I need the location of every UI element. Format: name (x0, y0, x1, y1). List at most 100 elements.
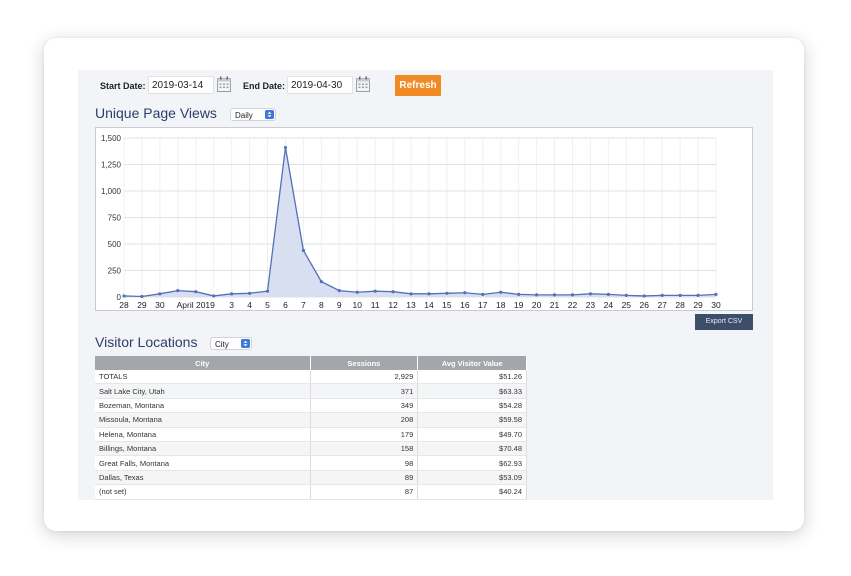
x-tick-label: 20 (532, 300, 542, 310)
page-views-chart-svg: 0 250 500 750 1,000 1,250 1,500 28 29 30 April 201… (101, 134, 721, 310)
table-row: Bozeman, Montana 349 $54.28 (95, 398, 527, 414)
y-tick-label: 250 (108, 267, 122, 276)
sessions-cell: 179 (310, 427, 419, 442)
city-cell: Missoula, Montana (95, 412, 311, 428)
export-csv-button[interactable]: Export CSV (695, 314, 753, 330)
interval-select-value: Daily (235, 111, 253, 120)
series-area (124, 147, 716, 297)
refresh-button[interactable]: Refresh (395, 75, 441, 96)
column-header-sessions[interactable]: Sessions (310, 356, 419, 370)
select-arrows-icon (265, 110, 274, 119)
data-point (212, 294, 216, 298)
table-row: (not set) 87 $40.24 (95, 484, 527, 500)
table-row: Missoula, Montana 208 $59.58 (95, 412, 527, 428)
end-date-label: End Date: (243, 81, 286, 91)
x-tick-label: 17 (478, 300, 488, 310)
table-row: Helena, Montana 179 $49.70 (95, 427, 527, 442)
city-cell: TOTALS (95, 370, 311, 385)
table-header-row: City Sessions Avg Visitor Value (95, 356, 527, 370)
y-tick-label: 1,250 (101, 161, 122, 170)
calendar-icon[interactable] (217, 76, 231, 92)
x-tick-label: 6 (283, 300, 288, 310)
data-point (481, 292, 485, 296)
data-point (337, 289, 341, 293)
table-row: Dallas, Texas 89 $53.09 (95, 470, 527, 486)
value-cell: $54.28 (417, 398, 527, 414)
x-tick-label: 22 (568, 300, 578, 310)
group-by-select-value: City (215, 340, 229, 349)
data-point (373, 289, 377, 293)
data-point (194, 290, 198, 294)
city-cell: Great Falls, Montana (95, 455, 311, 471)
x-tick-label: 12 (388, 300, 398, 310)
data-point (301, 248, 305, 252)
x-tick-label: 3 (229, 300, 234, 310)
x-tick-label: 18 (496, 300, 506, 310)
sessions-cell: 98 (310, 455, 419, 471)
x-tick-label: 16 (460, 300, 470, 310)
data-point (409, 292, 413, 296)
city-cell: Dallas, Texas (95, 470, 311, 486)
value-cell: $62.93 (417, 455, 527, 471)
calendar-icon[interactable] (356, 76, 370, 92)
x-tick-label: 4 (247, 300, 252, 310)
x-tick-label: April 2019 (177, 300, 216, 310)
x-tick-label: 7 (301, 300, 306, 310)
data-point (552, 293, 557, 297)
x-tick-label: 9 (337, 300, 342, 310)
data-point (588, 292, 593, 296)
page-views-chart: 0 250 500 750 1,000 1,250 1,500 28 29 30 April 201… (95, 127, 753, 311)
y-tick-label: 750 (108, 214, 122, 223)
data-point (158, 292, 162, 296)
select-arrows-icon (241, 339, 250, 348)
city-cell: Billings, Montana (95, 441, 311, 457)
sessions-cell: 2,929 (310, 370, 419, 385)
group-by-select[interactable]: City (210, 337, 252, 350)
city-cell: (not set) (95, 484, 311, 500)
data-point (499, 290, 503, 294)
x-tick-label: 26 (640, 300, 650, 310)
data-point (355, 290, 359, 294)
table-row: Great Falls, Montana 98 $62.93 (95, 455, 527, 471)
value-cell: $59.58 (417, 412, 527, 428)
data-point (624, 293, 628, 298)
sessions-cell: 158 (310, 441, 419, 457)
interval-select[interactable]: Daily (230, 108, 276, 121)
value-cell: $49.70 (417, 427, 527, 442)
city-cell: Salt Lake City, Utah (95, 383, 311, 399)
series-line (123, 147, 717, 298)
x-tick-label: 24 (604, 300, 614, 310)
y-tick-label: 0 (117, 293, 122, 302)
data-point (319, 280, 323, 284)
column-header-city[interactable]: City (95, 356, 311, 370)
data-point (247, 291, 252, 295)
x-tick-label: 29 (137, 300, 147, 310)
data-point (517, 292, 521, 296)
data-point (463, 291, 467, 295)
data-point (642, 294, 646, 298)
x-tick-label: 30 (155, 300, 165, 310)
table-row: Salt Lake City, Utah 371 $63.33 (95, 383, 527, 399)
start-date-input[interactable]: 2019-03-14 (148, 76, 214, 94)
sessions-cell: 371 (310, 383, 419, 399)
data-point (445, 291, 449, 295)
start-date-label: Start Date: (100, 81, 146, 91)
sessions-cell: 349 (310, 398, 419, 414)
x-tick-label: 10 (352, 300, 362, 310)
y-tick-label: 1,000 (101, 187, 122, 196)
x-tick-label: 14 (424, 300, 434, 310)
x-tick-label: 25 (622, 300, 632, 310)
x-tick-label: 29 (693, 300, 703, 310)
x-tick-label: 11 (371, 300, 380, 310)
value-cell: $53.09 (417, 470, 527, 486)
end-date-input[interactable]: 2019-04-30 (287, 76, 353, 94)
y-tick-label: 1,500 (101, 134, 122, 143)
city-cell: Helena, Montana (95, 427, 311, 442)
sessions-cell: 89 (310, 470, 419, 486)
data-point (176, 289, 180, 293)
value-cell: $63.33 (417, 383, 527, 399)
table-row: Billings, Montana 158 $70.48 (95, 441, 527, 457)
value-cell: $40.24 (417, 484, 527, 500)
column-header-avg-value[interactable]: Avg Visitor Value (417, 356, 527, 370)
x-tick-label: 28 (119, 300, 129, 310)
